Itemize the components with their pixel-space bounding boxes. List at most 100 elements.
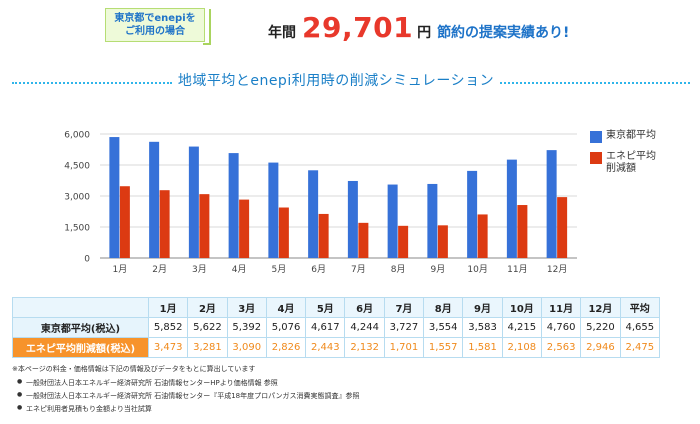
table-cell: 5,622 [187, 317, 228, 338]
section-title: 地域平均とenepi利用時の削減シミュレーション [177, 73, 495, 89]
table-cell: 5,076 [265, 317, 307, 338]
enepi-badge: 東京都でenepiを ご利用の場合 [105, 8, 211, 45]
bar-enepi [557, 197, 568, 258]
x-tick-label: 7月 [351, 264, 366, 275]
table-header: 11月 [540, 297, 582, 318]
bar-tokyo [188, 146, 199, 258]
table-header: 7月 [383, 297, 425, 318]
table-cell: 2,563 [540, 337, 582, 358]
table-row-tokyo: 東京都平均(税込) 5,852 5,622 5,392 5,076 4,617 … [12, 317, 661, 338]
x-tick-label: 4月 [232, 264, 247, 275]
table-header: 平均 [619, 297, 661, 318]
bar-tokyo [268, 162, 279, 258]
table-cell: 5,852 [147, 317, 189, 338]
legend-swatch-enepi [590, 152, 602, 164]
y-tick-label: 0 [84, 255, 90, 265]
bar-tokyo [109, 137, 120, 258]
y-tick-label: 1,500 [64, 224, 90, 234]
legend-label-tokyo: 東京都平均 [606, 130, 656, 141]
price-table: 1月 2月 3月 4月 5月 6月 7月 8月 9月 10月 11月 12月 平… [12, 297, 661, 358]
savings-amount: 29,701 [302, 11, 414, 44]
table-cell: 2,108 [501, 337, 542, 358]
bar-enepi [398, 225, 409, 258]
row-label-enepi: エネピ平均削減額(税込) [12, 337, 149, 358]
x-tick-label: 9月 [431, 264, 446, 275]
note-item: 一般財団法人日本エネルギー経済研究所 石油情報センター『平成18年度プロパンガス… [17, 391, 692, 401]
note-item: エネピ利用者見積もり金額より当社試算 [17, 404, 692, 414]
x-tick-label: 10月 [467, 264, 487, 275]
badge-line1: 東京都でenepiを [114, 13, 196, 24]
badge-line2: ご利用の場合 [125, 26, 185, 37]
table-cell: 3,473 [147, 337, 189, 358]
table-header: 3月 [226, 297, 267, 318]
bar-enepi [477, 214, 488, 258]
bar-enepi [278, 207, 289, 258]
note-item: 一般財団法人日本エネルギー経済研究所 石油情報センターHPより価格情報 参照 [17, 378, 692, 388]
legend-label-enepi: エネピ平均削減額 [606, 151, 656, 174]
bar-enepi [517, 205, 528, 258]
table-header: 2月 [187, 297, 228, 318]
table-cell: 2,443 [305, 337, 346, 358]
table-cell: 1,701 [383, 337, 425, 358]
table-cell: 3,554 [423, 317, 464, 338]
table-header-row: 1月 2月 3月 4月 5月 6月 7月 8月 9月 10月 11月 12月 平… [12, 297, 661, 318]
table-cell: 4,655 [619, 317, 661, 338]
table-cell: 2,826 [265, 337, 307, 358]
table-cell: 4,760 [540, 317, 582, 338]
table-header: 6月 [344, 297, 385, 318]
table-header: 4月 [265, 297, 307, 318]
divider-right [500, 82, 690, 84]
bar-enepi [239, 199, 250, 258]
table-header: 12月 [580, 297, 621, 318]
headline-prefix: 年間 [268, 25, 296, 41]
row-label-tokyo: 東京都平均(税込) [12, 317, 149, 338]
table-header: 10月 [501, 297, 542, 318]
source-notes: ※本ページの料金・価格情報は下記の情報及びデータをもとに算出しています 一般財団… [12, 364, 692, 417]
table-cell: 5,220 [580, 317, 621, 338]
table-header: 9月 [462, 297, 503, 318]
savings-unit: 円 [417, 25, 432, 41]
table-cell: 1,557 [423, 337, 464, 358]
table-header: 8月 [423, 297, 464, 318]
bar-enepi [318, 213, 329, 258]
notes-list: 一般財団法人日本エネルギー経済研究所 石油情報センターHPより価格情報 参照 一… [12, 378, 692, 414]
table-cell: 4,617 [305, 317, 346, 338]
legend-item-enepi: エネピ平均削減額 [590, 151, 690, 175]
table-header: 1月 [147, 297, 189, 318]
bar-tokyo [387, 184, 398, 258]
bar-tokyo [546, 150, 557, 258]
bar-enepi [358, 222, 369, 258]
monthly-bar-chart: 0 1,500 3,000 4,500 6,000 1月 2月 3月 4月 5月 6月 7月 8月 9月 1… [64, 131, 577, 275]
table-cell: 4,215 [501, 317, 542, 338]
table-cell: 3,281 [187, 337, 228, 358]
table-corner [12, 297, 149, 318]
notes-heading: ※本ページの料金・価格情報は下記の情報及びデータをもとに算出しています [12, 365, 256, 373]
x-tick-label: 3月 [192, 264, 207, 275]
x-tick-label: 11月 [507, 264, 527, 275]
x-tick-label: 12月 [547, 264, 567, 275]
y-tick-label: 6,000 [64, 131, 90, 141]
x-tick-label: 6月 [311, 264, 326, 275]
table-cell: 1,581 [462, 337, 503, 358]
savings-headline: 年間 29,701 円 節約の提案実績あり! [268, 11, 569, 47]
x-tick-label: 2月 [152, 264, 167, 275]
y-tick-label: 4,500 [64, 162, 90, 172]
table-cell: 3,583 [462, 317, 503, 338]
table-row-enepi: エネピ平均削減額(税込) 3,473 3,281 3,090 2,826 2,4… [12, 337, 661, 358]
bar-enepi [159, 190, 170, 258]
table-header: 5月 [305, 297, 346, 318]
chart-legend: 東京都平均 エネピ平均削減額 [590, 130, 690, 183]
bar-tokyo [308, 170, 319, 258]
table-cell: 4,244 [344, 317, 385, 338]
headline-suffix: 節約の提案実績あり! [437, 25, 570, 41]
x-tick-label: 5月 [272, 264, 287, 275]
bar-enepi [437, 225, 448, 258]
legend-swatch-tokyo [590, 131, 602, 143]
bar-enepi [199, 194, 210, 258]
table-cell: 2,132 [344, 337, 385, 358]
table-cell: 2,475 [619, 337, 661, 358]
legend-item-tokyo: 東京都平均 [590, 130, 690, 143]
bar-tokyo [149, 141, 160, 258]
bar-tokyo [427, 183, 438, 258]
table-cell: 3,727 [383, 317, 425, 338]
